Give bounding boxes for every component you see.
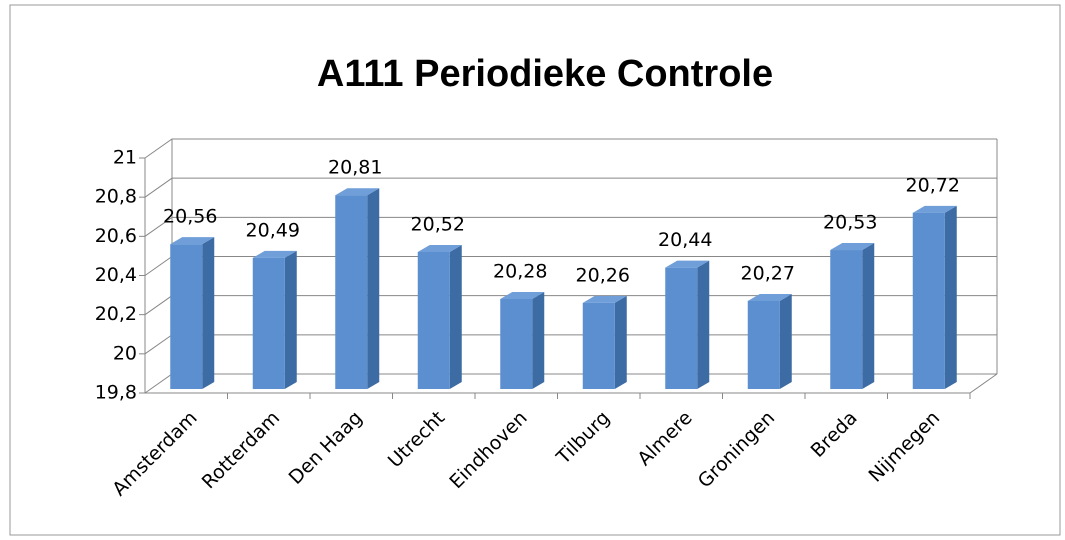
data-label: 20,52	[411, 214, 465, 236]
bar	[582, 302, 615, 389]
data-label: 20,81	[328, 157, 382, 179]
bar-top	[747, 293, 792, 301]
data-label: 20,28	[493, 261, 547, 283]
bar-side	[532, 292, 545, 389]
bar-top	[582, 295, 627, 303]
grid-line	[144, 138, 997, 159]
data-label: 20,27	[741, 262, 795, 284]
y-tick-label: 20	[113, 342, 137, 364]
y-tick-label: 19,8	[95, 382, 137, 404]
bar-side	[284, 250, 297, 389]
bar-side	[862, 243, 875, 389]
data-label: 20,26	[576, 264, 630, 286]
data-label: 20,72	[906, 174, 960, 196]
bar-top	[500, 292, 545, 299]
bar-side	[779, 293, 792, 389]
bar-top	[417, 245, 462, 252]
bar-side	[697, 260, 710, 389]
bar-top	[170, 237, 215, 245]
bar	[170, 244, 203, 389]
bar-top	[335, 188, 380, 196]
chart-title: A111 Periodieke Controle	[317, 53, 773, 95]
data-label: 20,44	[658, 229, 712, 251]
bar	[747, 300, 780, 389]
bar-top	[912, 205, 957, 213]
bar-side	[202, 237, 215, 389]
data-label: 20,56	[163, 206, 217, 228]
bar	[830, 250, 863, 389]
y-tick-label: 21	[113, 147, 137, 169]
y-tick-label: 20,6	[95, 225, 137, 247]
y-tick-label: 20,4	[95, 264, 137, 286]
bar	[665, 267, 698, 389]
y-tick-label: 20,8	[95, 186, 137, 208]
bar	[252, 257, 285, 389]
bar	[335, 195, 368, 389]
bar-side	[614, 295, 627, 389]
y-tick-label: 20,2	[95, 303, 137, 325]
bar-side	[944, 205, 957, 389]
bar-side	[367, 188, 380, 389]
bar	[417, 252, 450, 389]
bar	[912, 212, 945, 389]
bar	[500, 299, 533, 389]
data-label: 20,49	[246, 219, 300, 241]
data-label: 20,53	[823, 212, 877, 234]
grid-line	[144, 177, 997, 198]
grid-line	[144, 216, 997, 237]
bar-top	[252, 250, 297, 258]
bar-side	[449, 245, 462, 389]
bar-top	[665, 260, 710, 268]
bar-top	[830, 243, 875, 251]
